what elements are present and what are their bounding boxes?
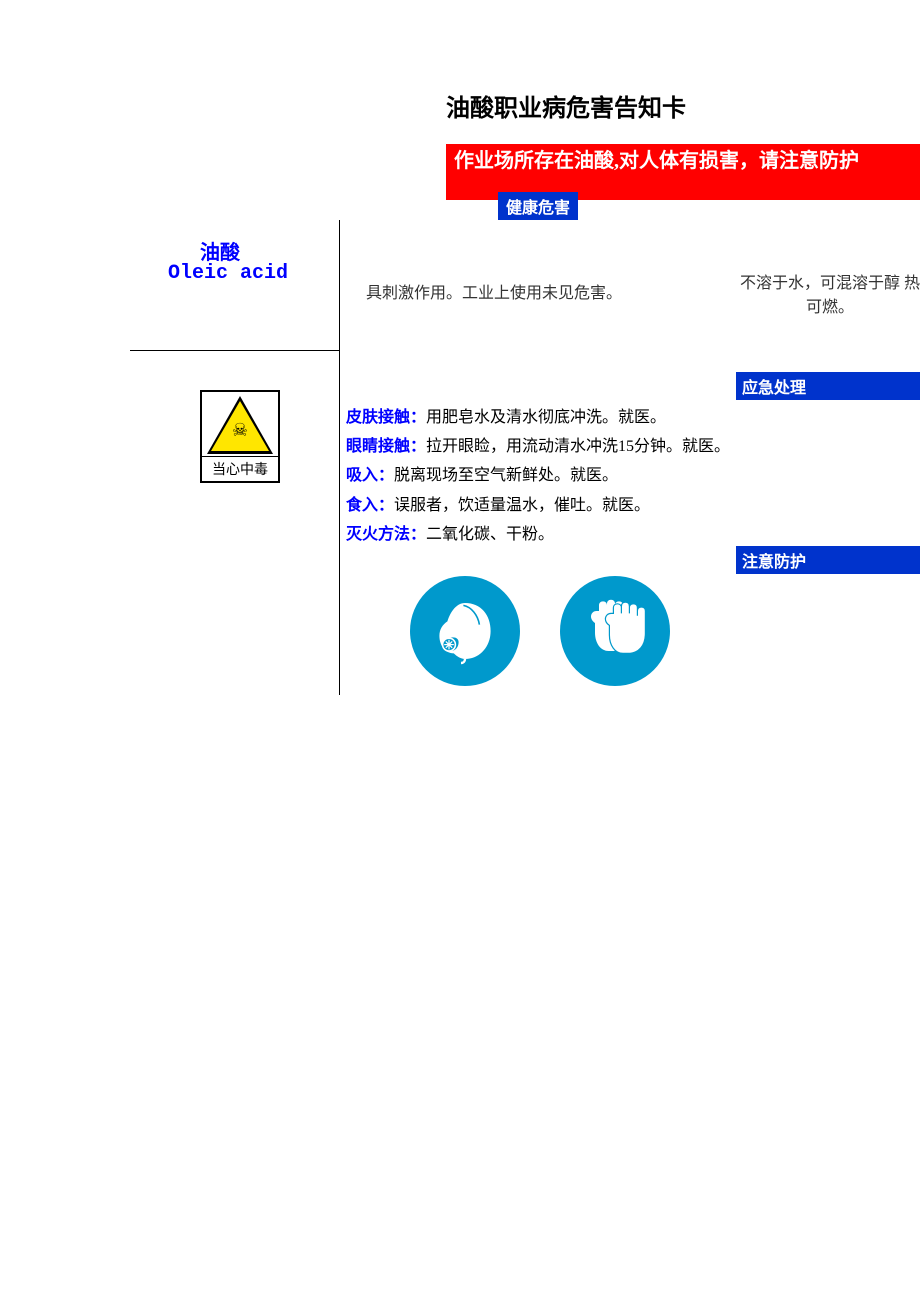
- emergency-label-text: 眼睛接触：: [346, 438, 426, 455]
- section-label-health-hazard: 健康危害: [498, 192, 578, 220]
- page-title: 油酸职业病危害告知卡: [446, 88, 686, 123]
- hazard-sign-label: 当心中毒: [202, 456, 278, 481]
- emergency-item: 皮肤接触：用肥皂水及清水彻底冲洗。就医。: [346, 404, 846, 431]
- mask-icon: [410, 576, 520, 686]
- hazard-description: 具刺激作用。工业上使用未见危害。: [366, 282, 626, 306]
- gloves-icon: [560, 576, 670, 686]
- emergency-value-text: 拉开眼睑，用流动清水冲洗15分钟。就医。: [426, 438, 730, 455]
- poison-triangle-icon: ☠: [202, 392, 278, 456]
- emergency-block: 皮肤接触：用肥皂水及清水彻底冲洗。就医。 眼睛接触：拉开眼睑，用流动清水冲洗15…: [346, 404, 846, 550]
- emergency-item: 灭火方法：二氧化碳、干粉。: [346, 521, 846, 548]
- emergency-label-text: 吸入：: [346, 467, 394, 484]
- skull-icon: ☠: [230, 420, 250, 441]
- emergency-label-text: 皮肤接触：: [346, 409, 426, 426]
- emergency-value-text: 误服者，饮适量温水，催吐。就医。: [394, 497, 650, 514]
- emergency-value-text: 二氧化碳、干粉。: [426, 526, 554, 543]
- emergency-value-text: 用肥皂水及清水彻底冲洗。就医。: [426, 409, 666, 426]
- section-label-protection: 注意防护: [736, 546, 920, 574]
- left-column-divider: [130, 350, 340, 351]
- ppe-icons-row: [410, 576, 670, 686]
- properties-text: 不溶于水，可混溶于醇 热可燃。: [740, 272, 920, 320]
- emergency-item: 吸入：脱离现场至空气新鲜处。就医。: [346, 462, 846, 489]
- hazard-warning-sign: ☠ 当心中毒: [200, 390, 280, 483]
- emergency-item: 食入：误服者，饮适量温水，催吐。就医。: [346, 492, 846, 519]
- emergency-item: 眼睛接触：拉开眼睑，用流动清水冲洗15分钟。就医。: [346, 433, 846, 460]
- section-label-emergency: 应急处理: [736, 372, 920, 400]
- emergency-label-text: 食入：: [346, 497, 394, 514]
- emergency-value-text: 脱离现场至空气新鲜处。就医。: [394, 467, 618, 484]
- emergency-label-text: 灭火方法：: [346, 526, 426, 543]
